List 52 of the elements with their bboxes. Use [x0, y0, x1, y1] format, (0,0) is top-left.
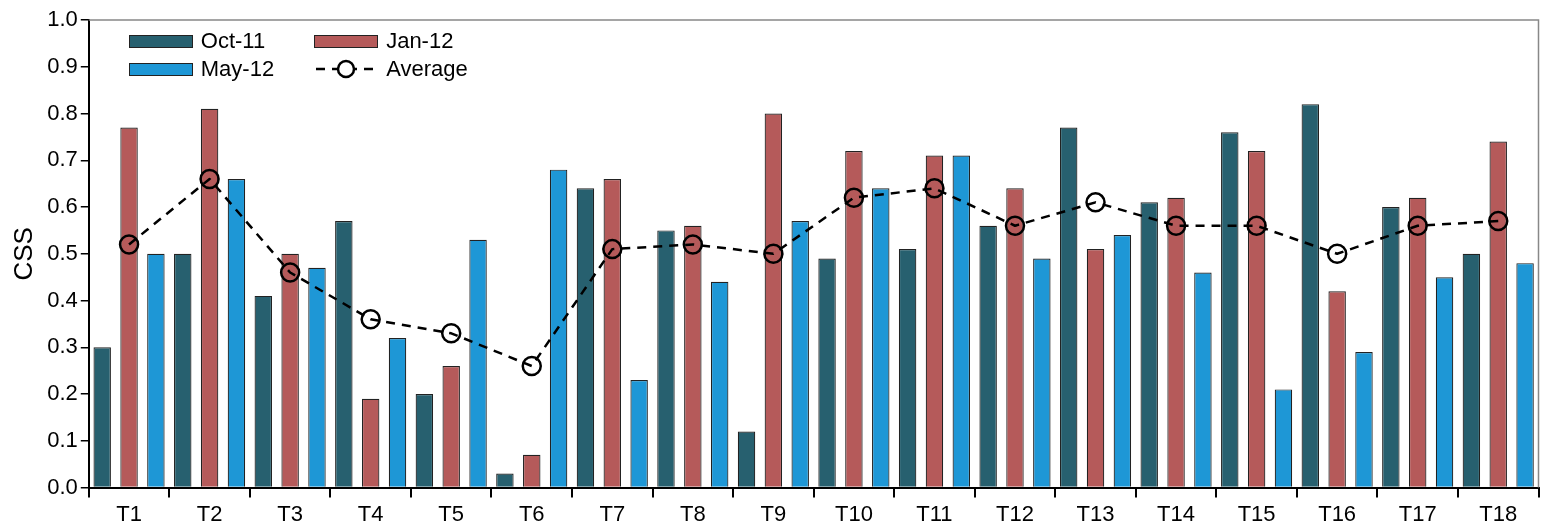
y-tick-label: 0.9 — [47, 52, 78, 78]
point — [682, 234, 704, 255]
point — [1165, 215, 1187, 236]
x-tick-label: T6 — [518, 500, 545, 526]
point — [763, 243, 784, 265]
x-tick-label: T13 — [1076, 500, 1115, 526]
x-tick-label: T18 — [1479, 500, 1518, 526]
point — [199, 168, 220, 190]
legend-label: Oct-11 — [200, 28, 266, 54]
y-tick-label: 0.5 — [47, 239, 78, 265]
point — [521, 355, 542, 377]
x-tick-label: T7 — [599, 500, 626, 526]
y-axis-title: CSS — [7, 227, 38, 281]
point — [924, 178, 945, 199]
y-tick-label: 0.8 — [47, 99, 78, 125]
x-tick-label: T5 — [438, 500, 465, 526]
x-tick-label: T1 — [116, 500, 142, 526]
point — [279, 262, 301, 283]
point — [118, 234, 140, 255]
x-tick-label: T4 — [357, 500, 384, 526]
legend-label: Jan-12 — [386, 28, 454, 54]
y-tick-label: 0.1 — [47, 426, 78, 452]
x-tick-label: T11 — [916, 500, 953, 526]
point — [360, 309, 381, 330]
x-tick-label: T10 — [834, 500, 873, 526]
point — [843, 187, 865, 208]
x-tick-label: T17 — [1398, 500, 1437, 526]
x-tick-label: T15 — [1237, 500, 1276, 526]
point — [602, 238, 623, 260]
x-tick-label: T12 — [996, 500, 1034, 526]
y-tick-label: 0.6 — [47, 193, 78, 219]
x-tick-label: T16 — [1318, 500, 1357, 526]
y-tick-label: 0.4 — [47, 286, 78, 312]
x-tick-label: T14 — [1157, 500, 1196, 526]
y-tick-label: 0.0 — [47, 473, 78, 499]
point — [1326, 243, 1348, 265]
legend-label: Average — [386, 56, 468, 82]
y-tick-label: 0.3 — [47, 333, 78, 359]
point — [440, 323, 462, 344]
point — [1246, 215, 1267, 236]
x-tick-label: T9 — [760, 500, 787, 526]
y-tick-label: 0.7 — [47, 146, 78, 172]
x-tick-label: T2 — [196, 500, 223, 526]
y-tick-label: 1.0 — [47, 6, 78, 32]
y-tick-label: 0.2 — [47, 380, 78, 406]
point — [1407, 215, 1428, 236]
point — [1085, 192, 1106, 213]
point — [1004, 215, 1026, 236]
legend-label: May-12 — [200, 56, 275, 82]
x-tick-label: T3 — [277, 500, 303, 526]
x-tick-label: T8 — [679, 500, 706, 526]
point — [1487, 210, 1509, 232]
